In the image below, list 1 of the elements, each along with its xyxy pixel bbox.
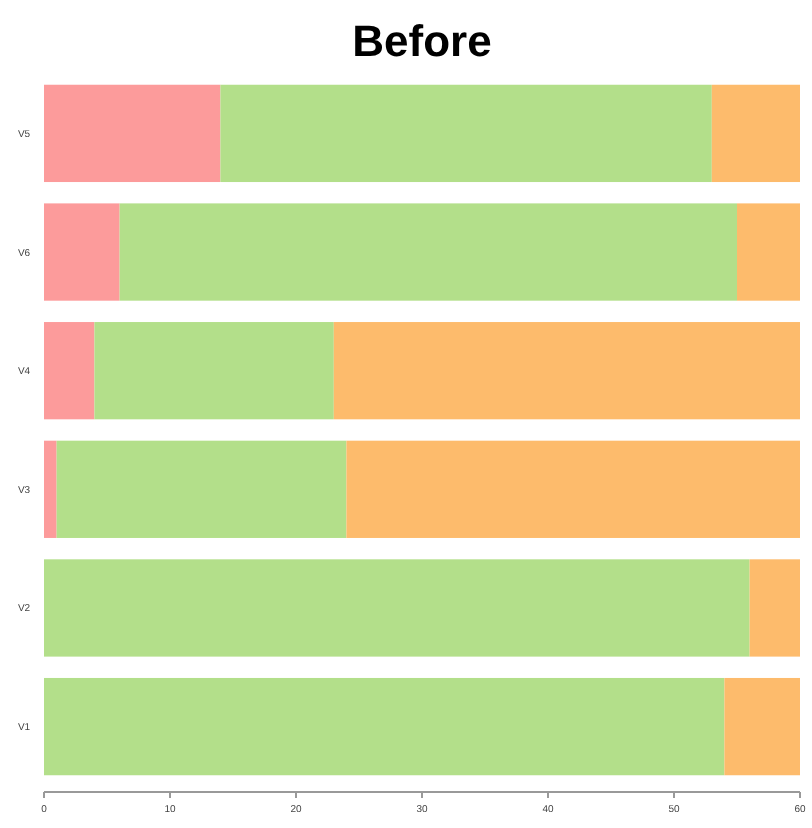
chart-title: Before (352, 16, 492, 66)
